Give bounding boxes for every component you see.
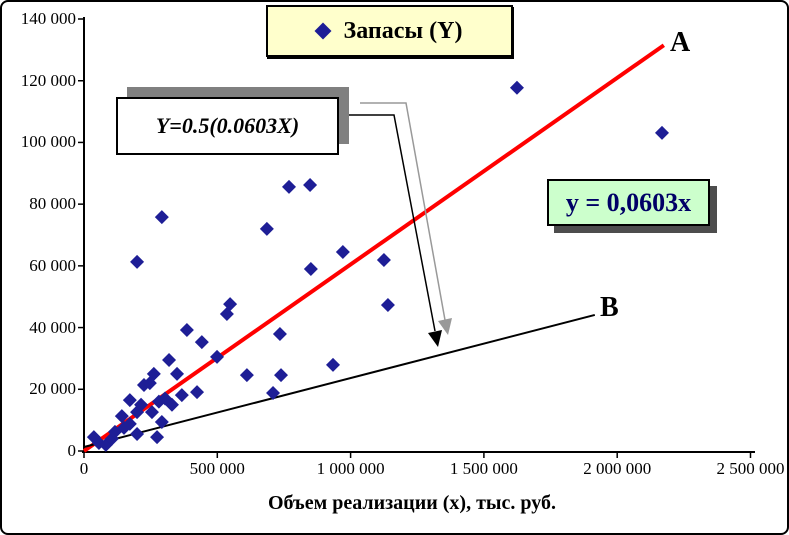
data-point[interactable] [134, 397, 149, 412]
data-point[interactable] [130, 254, 145, 269]
data-point[interactable] [114, 409, 129, 424]
x-tick-label: 500 000 [189, 459, 245, 478]
data-point[interactable] [116, 420, 131, 435]
data-point[interactable] [146, 366, 161, 381]
data-point[interactable] [154, 210, 169, 225]
data-point[interactable] [164, 397, 179, 412]
data-point[interactable] [122, 393, 137, 408]
x-tick-label: 2 500 000 [716, 459, 785, 478]
y-tick-label: 140 000 [20, 9, 76, 28]
data-point[interactable] [380, 298, 395, 313]
data-point[interactable] [272, 327, 287, 342]
y-tick-label: 0 [67, 441, 77, 460]
y-tick-label: 80 000 [29, 194, 76, 214]
formula-callout-box[interactable]: Y=0.5(0.0603X) [116, 97, 339, 155]
data-point[interactable] [223, 297, 238, 312]
trend-line-B [83, 313, 596, 448]
data-point[interactable] [144, 405, 159, 420]
trendline-equation-text: y = 0,0603x [565, 187, 692, 217]
y-tick-label: 100 000 [20, 132, 76, 152]
legend[interactable]: Запасы (Y) [266, 5, 513, 57]
data-point[interactable] [509, 80, 524, 95]
data-point[interactable] [122, 416, 137, 431]
x-tick-label: 1 500 000 [449, 459, 518, 478]
callout-arrowhead-icon [428, 330, 442, 347]
callout-arrowhead-shadow-icon [438, 318, 452, 335]
callout-arrow-line [349, 114, 436, 332]
line-a-label: A [670, 27, 691, 58]
line-b-label: B [600, 292, 619, 323]
y-tick-label: 20 000 [29, 379, 76, 399]
data-point[interactable] [266, 385, 281, 400]
data-point[interactable] [376, 252, 391, 267]
formula-text: Y=0.5(0.0603X) [155, 113, 300, 138]
data-point[interactable] [326, 357, 341, 372]
y-tick-label: 60 000 [29, 255, 76, 275]
x-tick-label: 1 000 000 [316, 459, 385, 478]
x-tick-label: 2 000 000 [583, 459, 652, 478]
data-point[interactable] [174, 388, 189, 403]
y-tick-label: 40 000 [29, 317, 76, 337]
data-point[interactable] [303, 178, 318, 193]
data-point[interactable] [150, 430, 165, 445]
trendline-equation-box[interactable]: y = 0,0603x [547, 179, 710, 226]
data-point[interactable] [303, 261, 318, 276]
data-point[interactable] [190, 385, 205, 400]
x-axis-title: Объем реализации (x), тыс. руб. [268, 492, 556, 514]
legend-label: Запасы (Y) [343, 17, 463, 44]
trend-line-A [82, 43, 666, 453]
data-point[interactable] [654, 125, 669, 140]
data-point[interactable] [194, 335, 209, 350]
data-point[interactable] [210, 349, 225, 364]
data-point[interactable] [274, 368, 289, 383]
data-point[interactable] [179, 323, 194, 338]
series-diamond-marker-icon [314, 22, 332, 40]
data-point[interactable] [130, 427, 145, 442]
x-tick-label: 0 [79, 459, 89, 478]
y-tick-label: 120 000 [20, 70, 76, 90]
data-point[interactable] [170, 366, 185, 381]
data-point[interactable] [335, 244, 350, 259]
data-point[interactable] [239, 368, 254, 383]
data-point[interactable] [259, 221, 274, 236]
data-point[interactable] [154, 414, 169, 429]
data-point[interactable] [282, 179, 297, 194]
data-point[interactable] [162, 352, 177, 367]
callout-arrow-shadow-line [360, 102, 446, 321]
